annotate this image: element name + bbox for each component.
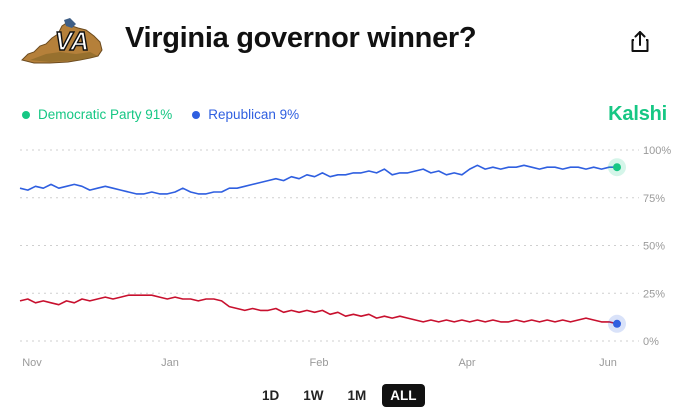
series-line-0: [19, 164, 617, 195]
x-tick-label: Jan: [161, 357, 179, 369]
series-line-1: [19, 294, 618, 325]
time-range-selector: 1D 1W 1M ALL: [254, 384, 425, 407]
series-end-point-1: [613, 319, 621, 328]
range-1w-button[interactable]: 1W: [295, 384, 331, 407]
y-tick-label: 0%: [643, 336, 659, 348]
x-tick-label: Jun: [599, 357, 617, 369]
logo-text: VA: [55, 26, 89, 56]
x-tick-label: Feb: [310, 357, 329, 369]
y-tick-label: 100%: [643, 145, 671, 157]
y-tick-label: 75%: [643, 193, 665, 205]
legend-dot-democratic: [22, 110, 30, 119]
virginia-logo: VA: [20, 16, 104, 64]
range-1d-button[interactable]: 1D: [254, 384, 287, 407]
x-tick-label: Apr: [458, 357, 475, 369]
range-all-button[interactable]: ALL: [382, 384, 425, 407]
series-end-point-0: [613, 163, 621, 172]
legend-item-republican: Republican 9%: [192, 107, 299, 122]
share-button[interactable]: [626, 28, 654, 56]
page-title: Virginia governor winner?: [125, 22, 477, 54]
legend-dot-republican: [192, 110, 201, 119]
legend-item-democratic: Democratic Party 91%: [22, 107, 172, 122]
legend-label-republican: Republican 9%: [208, 107, 300, 122]
y-tick-label: 50%: [643, 241, 665, 253]
share-icon: [631, 31, 649, 52]
y-tick-label: 25%: [643, 288, 665, 300]
odds-chart: 100% 75% 50% 25% 0% Nov Jan Feb Apr Jun: [19, 145, 671, 369]
brand-logo: Kalshi: [608, 103, 667, 125]
range-1m-button[interactable]: 1M: [340, 384, 375, 407]
chart-legend: Democratic Party 91% Republican 9%: [22, 107, 319, 122]
legend-label-democratic: Democratic Party 91%: [38, 107, 173, 122]
x-tick-label: Nov: [22, 357, 42, 369]
